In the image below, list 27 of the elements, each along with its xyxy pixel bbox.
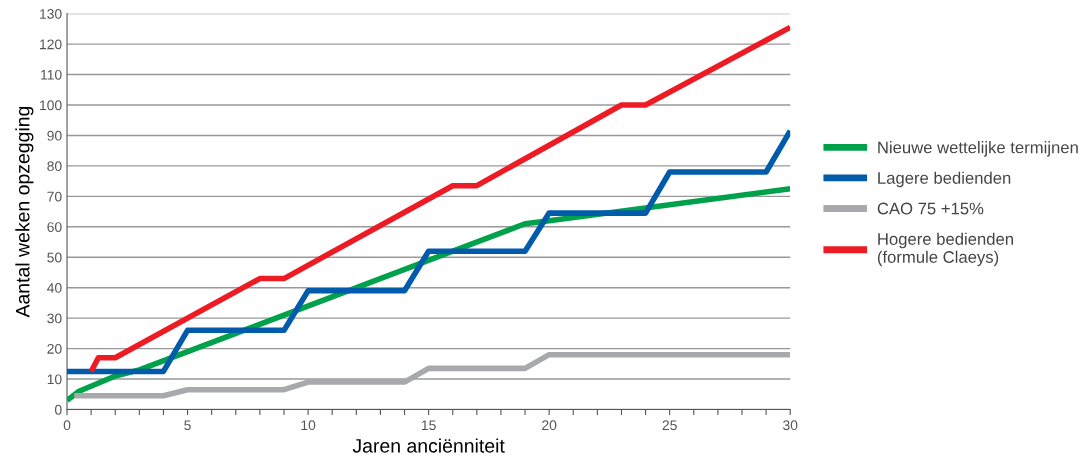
legend-label: Lagere bedienden (878, 171, 1011, 188)
legend-label: Hogere bedienden (formule Claeys) (877, 232, 1013, 267)
y-tick-label: 130 (40, 8, 62, 19)
y-tick-label: 10 (47, 374, 62, 385)
x-tick-label: 30 (783, 420, 798, 431)
y-tick-label: 90 (47, 130, 62, 141)
y-tick-label: 70 (47, 191, 62, 202)
y-tick-label: 40 (47, 283, 62, 293)
legend-label: Nieuwe wettelijke termijnen (878, 141, 1078, 157)
x-tick-label: 0 (63, 420, 71, 431)
legend-label: CAO 75 +15% (877, 202, 984, 215)
x-tick-label: 20 (542, 420, 557, 431)
y-tick-label: 0 (54, 404, 62, 415)
x-tick-label: 15 (421, 420, 436, 431)
x-axis-title: Jaren anciënniteit (352, 438, 505, 453)
y-tick-label: 50 (47, 252, 62, 263)
y-tick-label: 60 (47, 222, 62, 232)
y-axis-title: Aantal weken opzegging (15, 106, 34, 318)
y-tick-label: 30 (47, 313, 62, 324)
x-tick-label: 5 (184, 420, 191, 431)
y-tick-label: 110 (41, 69, 62, 80)
y-tick-label: 120 (40, 39, 62, 50)
x-tick-label: 25 (662, 420, 677, 431)
y-tick-label: 80 (47, 161, 62, 172)
y-tick-label: 20 (47, 343, 62, 354)
x-tick-label: 10 (301, 420, 316, 431)
y-tick-label: 100 (40, 100, 62, 111)
